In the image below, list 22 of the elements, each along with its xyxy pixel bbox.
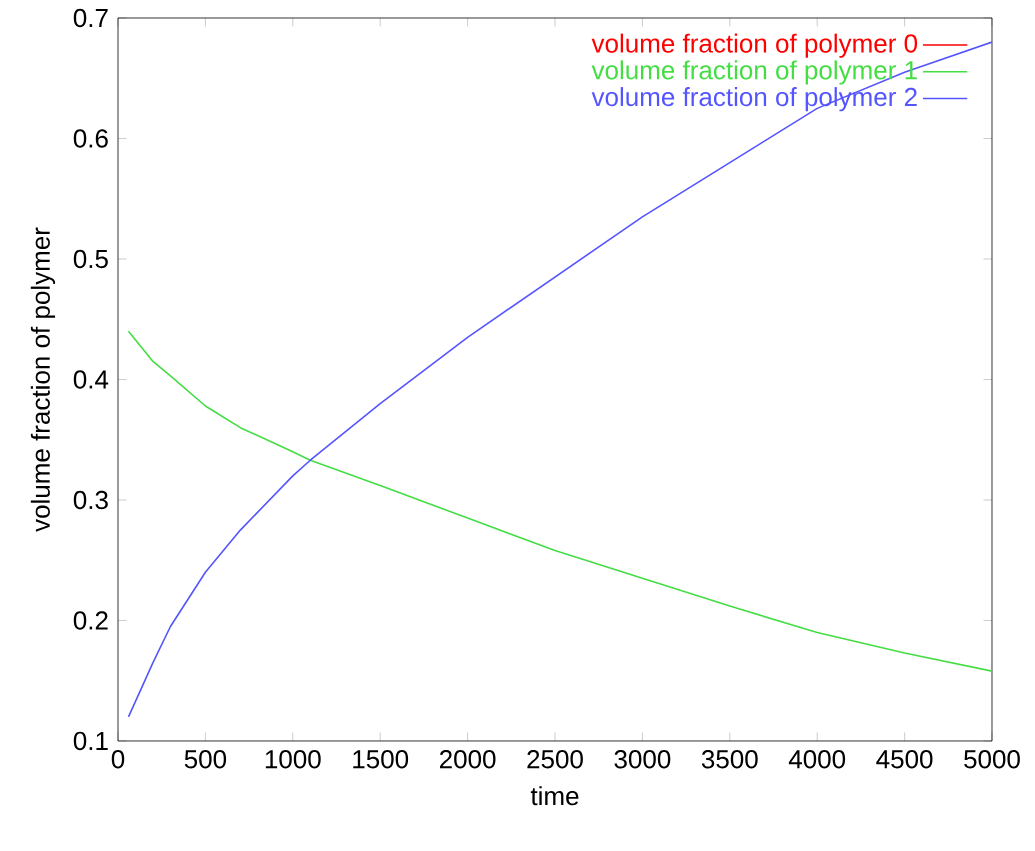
y-tick-label: 0.4 <box>73 370 109 389</box>
y-tick-label: 0.1 <box>73 731 108 751</box>
y-tick-label: 0.5 <box>73 249 108 269</box>
line-series <box>127 330 992 672</box>
y-tick-label: 0.7 <box>73 8 108 28</box>
x-tick-label: 1500 <box>353 750 409 769</box>
legend-label: volume fraction of polymer 0 <box>591 33 918 58</box>
y-tick-label: 0.2 <box>73 611 108 630</box>
x-tick-label: 500 <box>184 750 227 769</box>
x-tick-label: 5000 <box>964 750 1020 769</box>
x-tick-label: 4500 <box>876 750 933 769</box>
x-tick-label: 4000 <box>788 750 846 769</box>
x-axis-title: time <box>530 786 579 806</box>
y-tick-label: 0.3 <box>73 490 108 510</box>
x-tick-label: 1000 <box>265 750 321 769</box>
x-tick-label: 0 <box>111 750 125 769</box>
x-tick-label: 3500 <box>701 750 758 769</box>
y-axis-title: volume fraction of polymer <box>30 227 56 532</box>
y-tick-label: 0.6 <box>73 129 108 148</box>
x-tick-label: 3000 <box>614 750 671 769</box>
x-tick-label: 2000 <box>440 750 496 769</box>
x-tick-label: 2500 <box>527 750 583 769</box>
